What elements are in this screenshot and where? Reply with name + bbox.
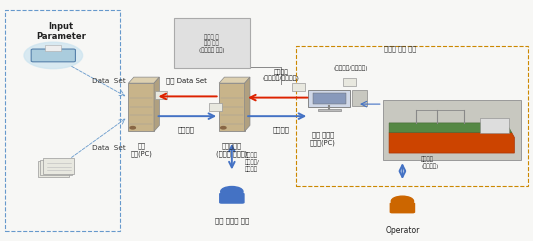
Text: (기상정보/운전정보): (기상정보/운전정보) bbox=[334, 66, 368, 72]
Circle shape bbox=[221, 187, 243, 197]
FancyBboxPatch shape bbox=[308, 90, 351, 107]
FancyBboxPatch shape bbox=[383, 100, 521, 160]
FancyBboxPatch shape bbox=[43, 158, 75, 174]
Polygon shape bbox=[154, 77, 159, 131]
Circle shape bbox=[24, 42, 83, 69]
FancyBboxPatch shape bbox=[352, 90, 367, 106]
Polygon shape bbox=[389, 133, 514, 153]
Polygon shape bbox=[245, 77, 250, 131]
Text: 박지선 내부 위치: 박지선 내부 위치 bbox=[384, 45, 416, 52]
Text: 해석결과: 해석결과 bbox=[272, 127, 289, 134]
FancyBboxPatch shape bbox=[41, 160, 71, 175]
FancyBboxPatch shape bbox=[480, 118, 509, 133]
FancyBboxPatch shape bbox=[45, 45, 61, 51]
Text: 해석결과: 해석결과 bbox=[178, 127, 195, 134]
Circle shape bbox=[221, 127, 226, 129]
Polygon shape bbox=[219, 77, 250, 83]
FancyBboxPatch shape bbox=[318, 109, 341, 111]
FancyBboxPatch shape bbox=[174, 18, 250, 68]
Text: 해석요청
(기상정보/운전정보): 해석요청 (기상정보/운전정보) bbox=[262, 69, 300, 81]
Text: 해석 Data Set: 해석 Data Set bbox=[166, 77, 207, 84]
Text: Data  Set: Data Set bbox=[92, 78, 125, 84]
Text: Data  Set: Data Set bbox=[92, 145, 125, 151]
FancyBboxPatch shape bbox=[128, 83, 154, 131]
Text: 현장 대응용
시스템(PC): 현장 대응용 시스템(PC) bbox=[310, 131, 336, 146]
Text: Input
Parameter: Input Parameter bbox=[36, 22, 86, 41]
FancyBboxPatch shape bbox=[390, 202, 415, 214]
FancyBboxPatch shape bbox=[219, 193, 245, 204]
Text: 관련 전문가 그룹: 관련 전문가 그룹 bbox=[215, 217, 249, 224]
FancyBboxPatch shape bbox=[37, 161, 69, 177]
FancyBboxPatch shape bbox=[343, 78, 356, 86]
Text: 해석
서버(PC): 해석 서버(PC) bbox=[130, 142, 152, 157]
FancyBboxPatch shape bbox=[292, 83, 305, 91]
Circle shape bbox=[130, 127, 135, 129]
Circle shape bbox=[391, 196, 414, 206]
Text: 의사결정
(작업여부): 의사결정 (작업여부) bbox=[421, 156, 438, 169]
Polygon shape bbox=[389, 123, 512, 133]
FancyBboxPatch shape bbox=[31, 49, 76, 62]
Polygon shape bbox=[128, 77, 159, 83]
FancyBboxPatch shape bbox=[209, 103, 222, 111]
Text: 의사결정
정보공유/
사례저장: 의사결정 정보공유/ 사례저장 bbox=[245, 153, 260, 173]
Text: 통합시스템
(서비스 시스템): 통합시스템 (서비스 시스템) bbox=[216, 142, 247, 157]
FancyBboxPatch shape bbox=[313, 93, 346, 104]
Text: Operator: Operator bbox=[385, 226, 419, 235]
FancyBboxPatch shape bbox=[219, 83, 245, 131]
Text: 데이터 확
확인 필요
(네트워크 환경): 데이터 확 확인 필요 (네트워크 환경) bbox=[199, 34, 224, 53]
FancyBboxPatch shape bbox=[155, 91, 167, 99]
